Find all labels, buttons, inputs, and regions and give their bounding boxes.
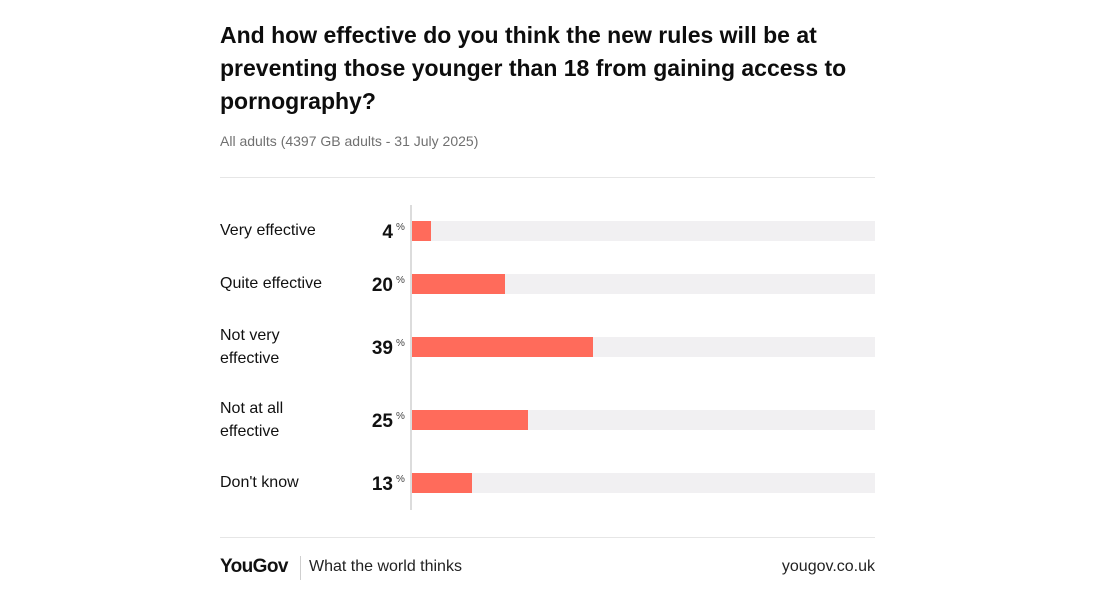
chart-card: And how effective do you think the new r… — [220, 0, 875, 600]
category-label-don-t-know: Don't know — [220, 474, 299, 491]
site-link[interactable]: yougov.co.uk — [781, 558, 875, 575]
footer-separator — [300, 556, 301, 580]
brand-logo[interactable]: YouGov — [220, 556, 288, 577]
category-label-not-at-all-effective: Not at all effective — [220, 400, 284, 440]
percent-sign: % — [396, 222, 405, 233]
value-label-very-effective: 4 — [382, 222, 393, 243]
value-label-not-very-effective: 39 — [371, 338, 393, 359]
percent-sign: % — [396, 474, 405, 485]
value-label-not-at-all-effective: 25 — [371, 411, 393, 432]
value-label-quite-effective: 20 — [371, 275, 393, 296]
category-label-quite-effective: Quite effective — [220, 275, 322, 292]
category-label-very-effective: Very effective — [220, 222, 316, 239]
bar-quite-effective[interactable] — [412, 274, 505, 294]
bar-not-at-all-effective[interactable] — [412, 410, 528, 430]
brand-tagline: What the world thinks — [309, 558, 462, 575]
percent-sign: % — [396, 338, 405, 349]
percent-sign: % — [396, 275, 405, 286]
bar-not-very-effective[interactable] — [412, 337, 593, 357]
percent-sign: % — [396, 411, 405, 422]
category-label-not-very-effective: Not very effective — [220, 327, 280, 367]
value-label-don-t-know: 13 — [371, 474, 393, 495]
bottom-divider — [220, 537, 875, 538]
chart-title: And how effective do you think the new r… — [220, 22, 847, 114]
top-divider — [220, 177, 875, 178]
chart-subtitle: All adults (4397 GB adults - 31 July 202… — [220, 133, 479, 149]
bar-track — [412, 221, 875, 241]
bar-don-t-know[interactable] — [412, 473, 472, 493]
bar-track — [412, 274, 875, 294]
bar-track — [412, 473, 875, 493]
bar-very-effective[interactable] — [412, 221, 431, 241]
bar-axis-line — [410, 205, 412, 510]
